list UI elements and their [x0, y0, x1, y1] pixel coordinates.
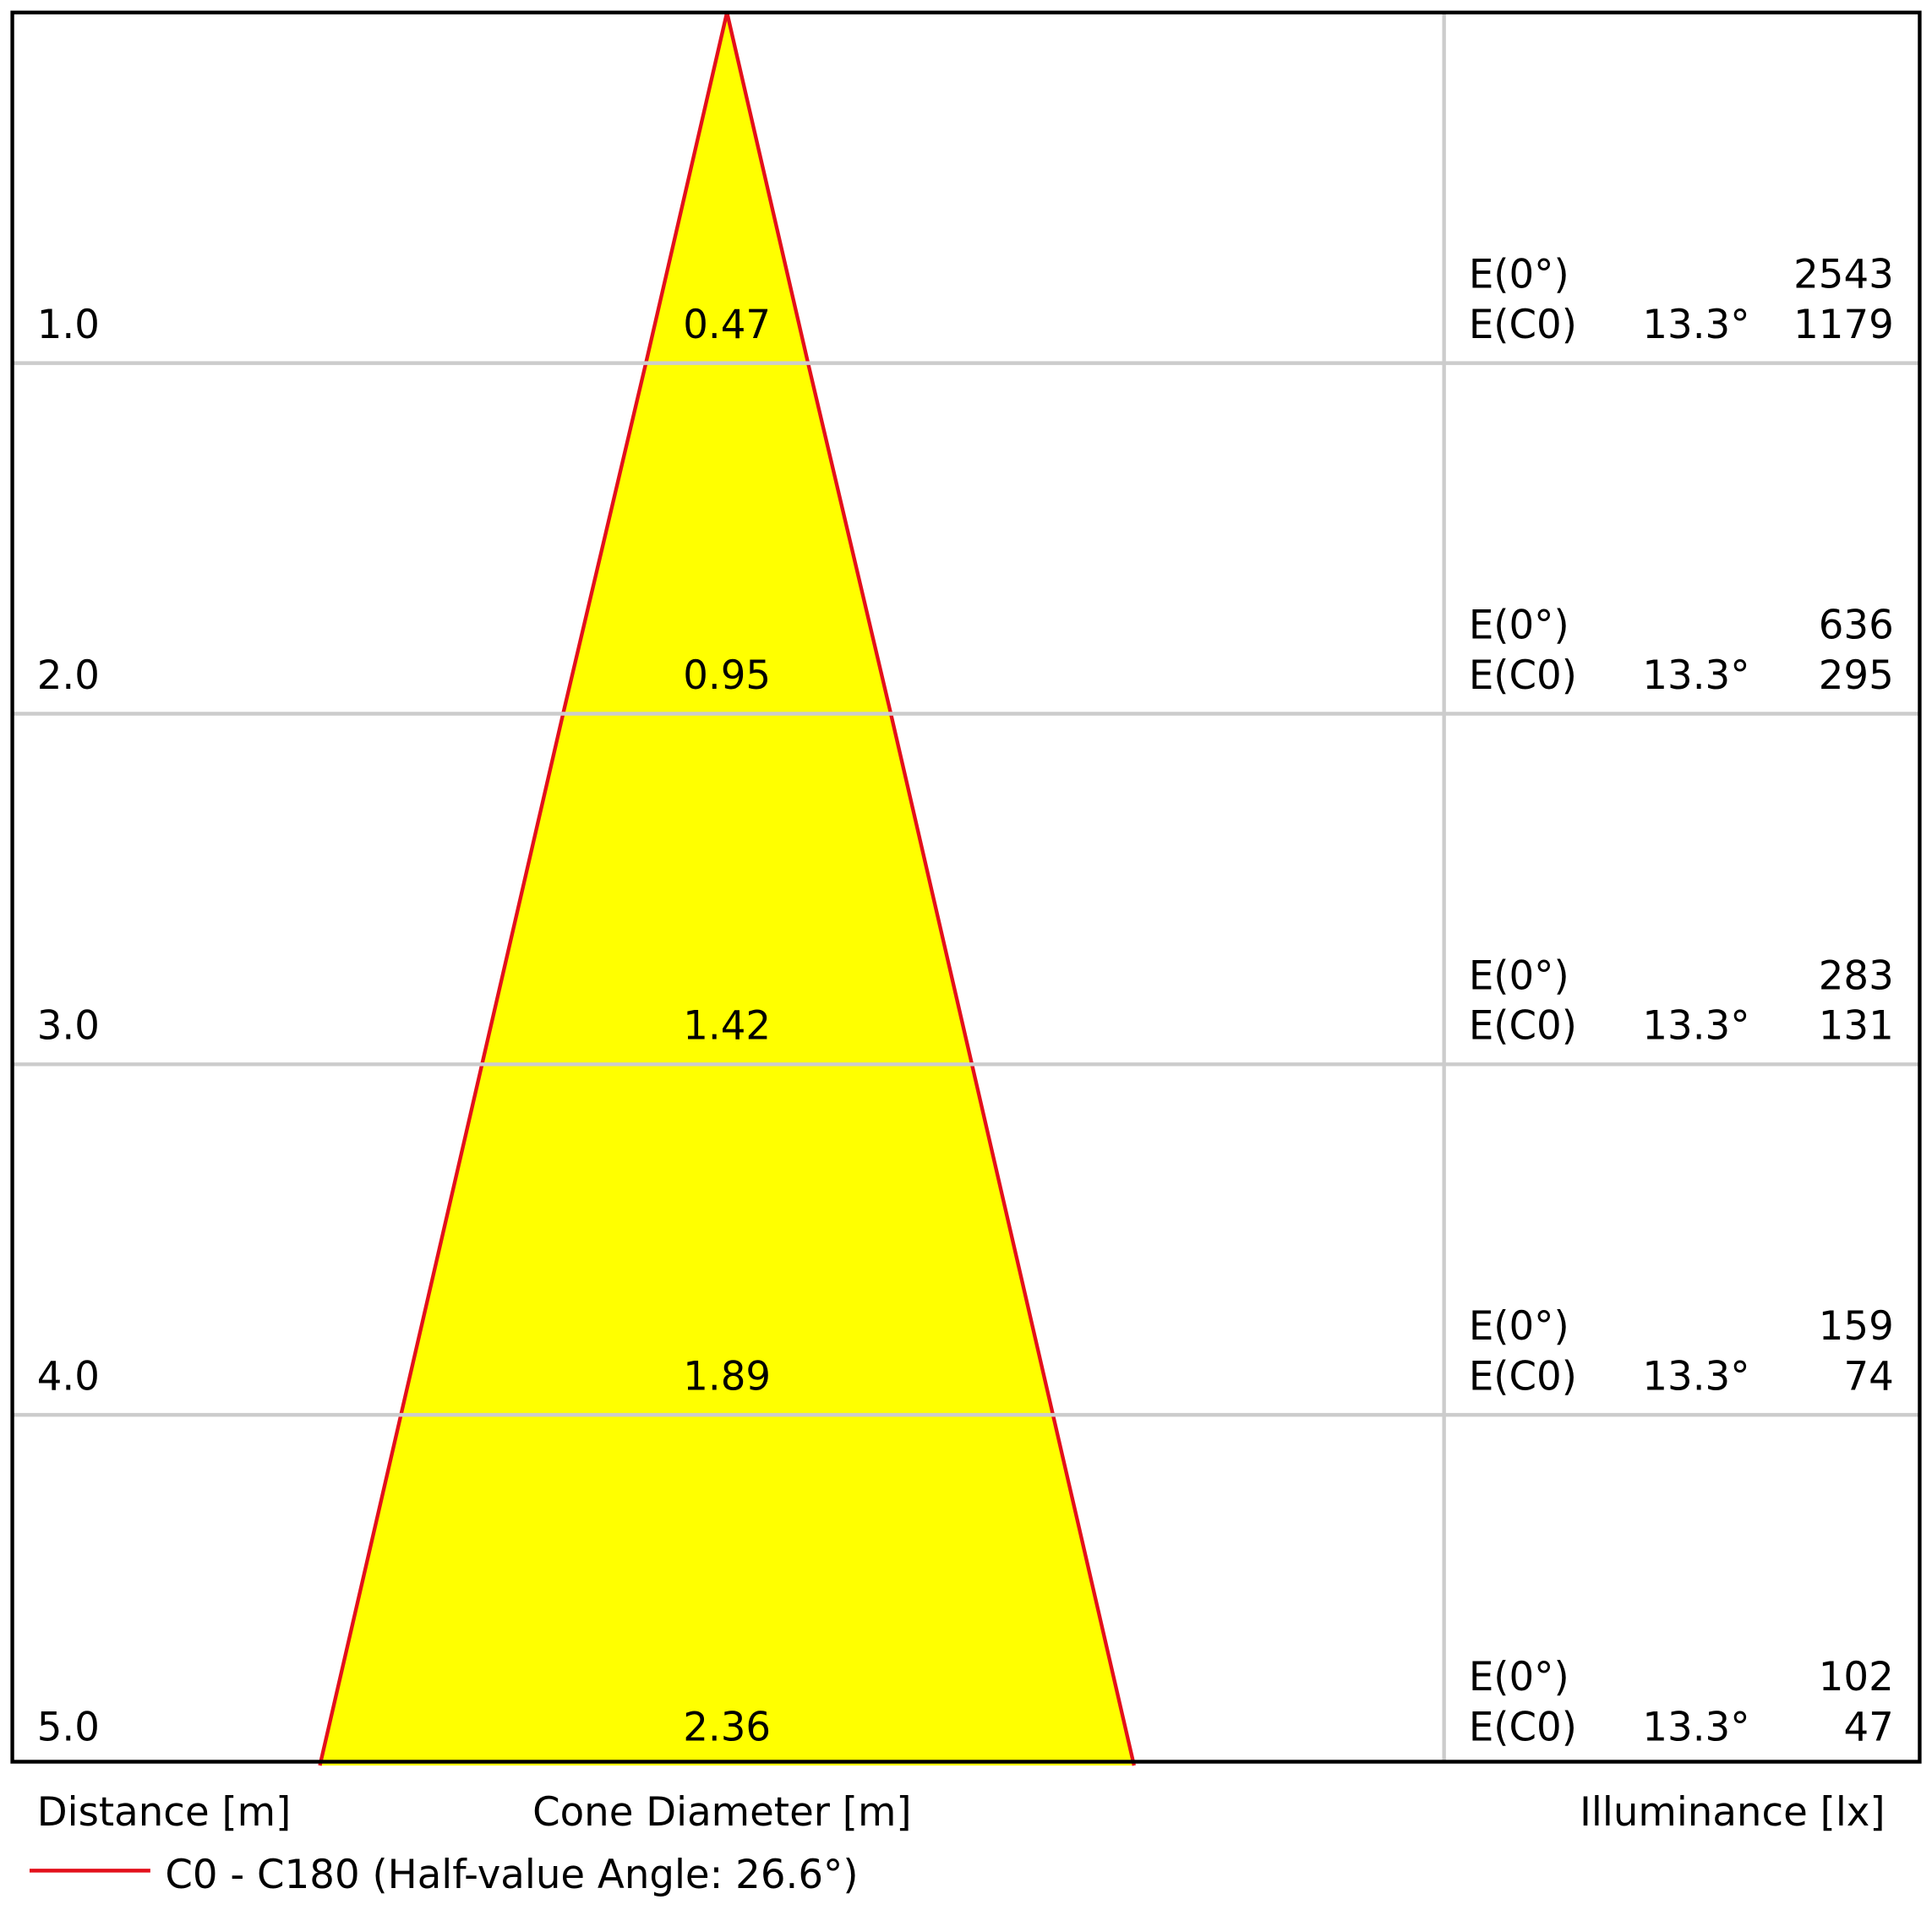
ec0-value: 47: [1843, 1704, 1893, 1750]
cone-edge: [561, 363, 648, 714]
cone-edge: [888, 712, 974, 1065]
x-label: Illuminance [lx]: [1580, 1789, 1885, 1836]
e0-value: 283: [1819, 952, 1894, 999]
e0-label: E(0°): [1469, 251, 1569, 297]
x-label: Cone Diameter [m]: [532, 1789, 912, 1836]
distance-label: 4.0: [37, 1353, 100, 1400]
distance-label: 5.0: [37, 1704, 100, 1750]
x-label: Distance [m]: [37, 1789, 292, 1836]
cone-edge: [399, 1063, 484, 1416]
diameter-label: 0.47: [683, 302, 771, 348]
e0-label: E(0°): [1469, 952, 1569, 999]
ec0-value: 131: [1819, 1002, 1894, 1049]
e0-value: 102: [1819, 1654, 1894, 1700]
legend-label: C0 - C180 (Half-value Angle: 26.6°): [165, 1852, 858, 1898]
diameter-label: 1.42: [683, 1002, 771, 1049]
cone-edge: [1051, 1414, 1136, 1766]
e0-value: 159: [1819, 1303, 1894, 1350]
cone-edge: [644, 12, 729, 364]
ec0-value: 295: [1819, 652, 1894, 698]
e0-value: 636: [1819, 602, 1894, 648]
e0-label: E(0°): [1469, 602, 1569, 648]
ec0-label: E(C0): [1469, 652, 1577, 698]
ec0-label: E(C0): [1469, 1704, 1577, 1750]
ec0-value: 74: [1843, 1353, 1893, 1400]
cone-edge: [318, 1414, 403, 1766]
cone-edge: [805, 363, 893, 714]
diameter-label: 2.36: [683, 1704, 771, 1750]
e0-value: 2543: [1793, 251, 1894, 297]
distance-label: 1.0: [37, 302, 100, 348]
ec0-label: E(C0): [1469, 1353, 1577, 1400]
distance-label: 3.0: [37, 1002, 100, 1049]
angle-label: 13.3°: [1642, 1002, 1749, 1049]
diameter-label: 0.95: [683, 652, 771, 698]
cone-slice: [646, 12, 809, 363]
cone-edge: [725, 12, 810, 364]
ec0-label: E(C0): [1469, 1002, 1577, 1049]
ec0-label: E(C0): [1469, 302, 1577, 348]
e0-label: E(0°): [1469, 1654, 1569, 1700]
e0-label: E(0°): [1469, 1303, 1569, 1350]
frame: [10, 10, 1922, 1764]
angle-label: 13.3°: [1642, 1353, 1749, 1400]
cone-slice: [319, 1415, 1134, 1766]
distance-label: 2.0: [37, 652, 100, 698]
angle-label: 13.3°: [1642, 302, 1749, 348]
angle-label: 13.3°: [1642, 652, 1749, 698]
angle-label: 13.3°: [1642, 1704, 1749, 1750]
cone-slice: [563, 363, 892, 714]
cone-slice: [401, 1064, 1053, 1416]
diameter-label: 1.89: [683, 1353, 771, 1400]
cone-edge: [969, 1063, 1056, 1416]
cone-slice: [482, 713, 972, 1065]
ec0-value: 1179: [1793, 302, 1894, 348]
cone-edge: [480, 712, 565, 1065]
